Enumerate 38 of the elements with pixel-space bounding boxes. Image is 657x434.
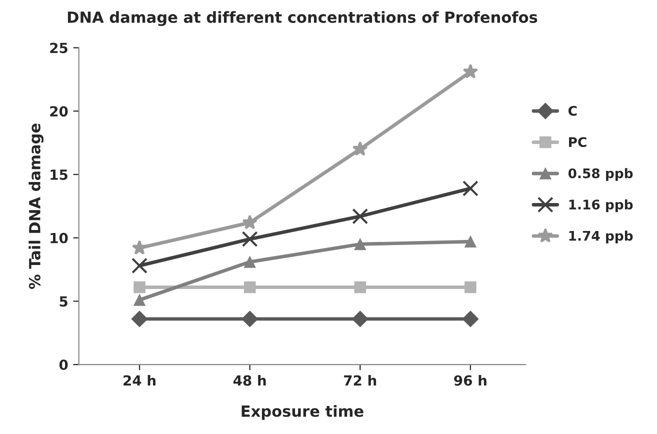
point <box>242 310 258 328</box>
point <box>244 281 256 294</box>
point <box>352 141 368 156</box>
legend-label: C <box>568 106 577 116</box>
point <box>462 64 478 78</box>
x-axis-title: Exposure time <box>242 405 364 420</box>
point <box>131 310 148 328</box>
x-tick-label: 48 h <box>233 374 266 386</box>
y-tick-label: 20 <box>50 106 68 117</box>
y-tick-label: 10 <box>50 232 68 244</box>
point <box>242 214 258 230</box>
point <box>464 236 476 248</box>
point <box>132 258 148 274</box>
point <box>134 281 146 294</box>
legend-label: 1.16 ppb <box>569 199 633 212</box>
y-tick-label: 15 <box>50 170 68 180</box>
point <box>462 180 478 196</box>
point <box>352 310 368 328</box>
y-tick-label: 0 <box>59 360 68 370</box>
x-tick-label: 24 h <box>124 374 156 386</box>
y-axis-title: % Tail DNA damage <box>28 124 44 289</box>
point <box>244 256 256 268</box>
point <box>134 294 146 306</box>
point <box>464 281 476 294</box>
point <box>462 310 479 328</box>
point <box>354 281 366 294</box>
point <box>354 238 366 250</box>
y-tick-label: 25 <box>50 42 68 54</box>
legend-label: PC <box>569 137 586 148</box>
legend-label: 0.58 ppb <box>568 168 633 181</box>
point <box>242 231 258 248</box>
y-tick-label: 5 <box>60 296 68 307</box>
point <box>352 208 368 224</box>
x-tick-label: 96 h <box>454 374 486 386</box>
legend-label: 1.74 ppb <box>569 230 633 244</box>
chart-title: DNA damage at different concentrations of Profenofos <box>68 11 538 26</box>
point <box>132 240 148 255</box>
x-tick-label: 72 h <box>344 374 376 386</box>
